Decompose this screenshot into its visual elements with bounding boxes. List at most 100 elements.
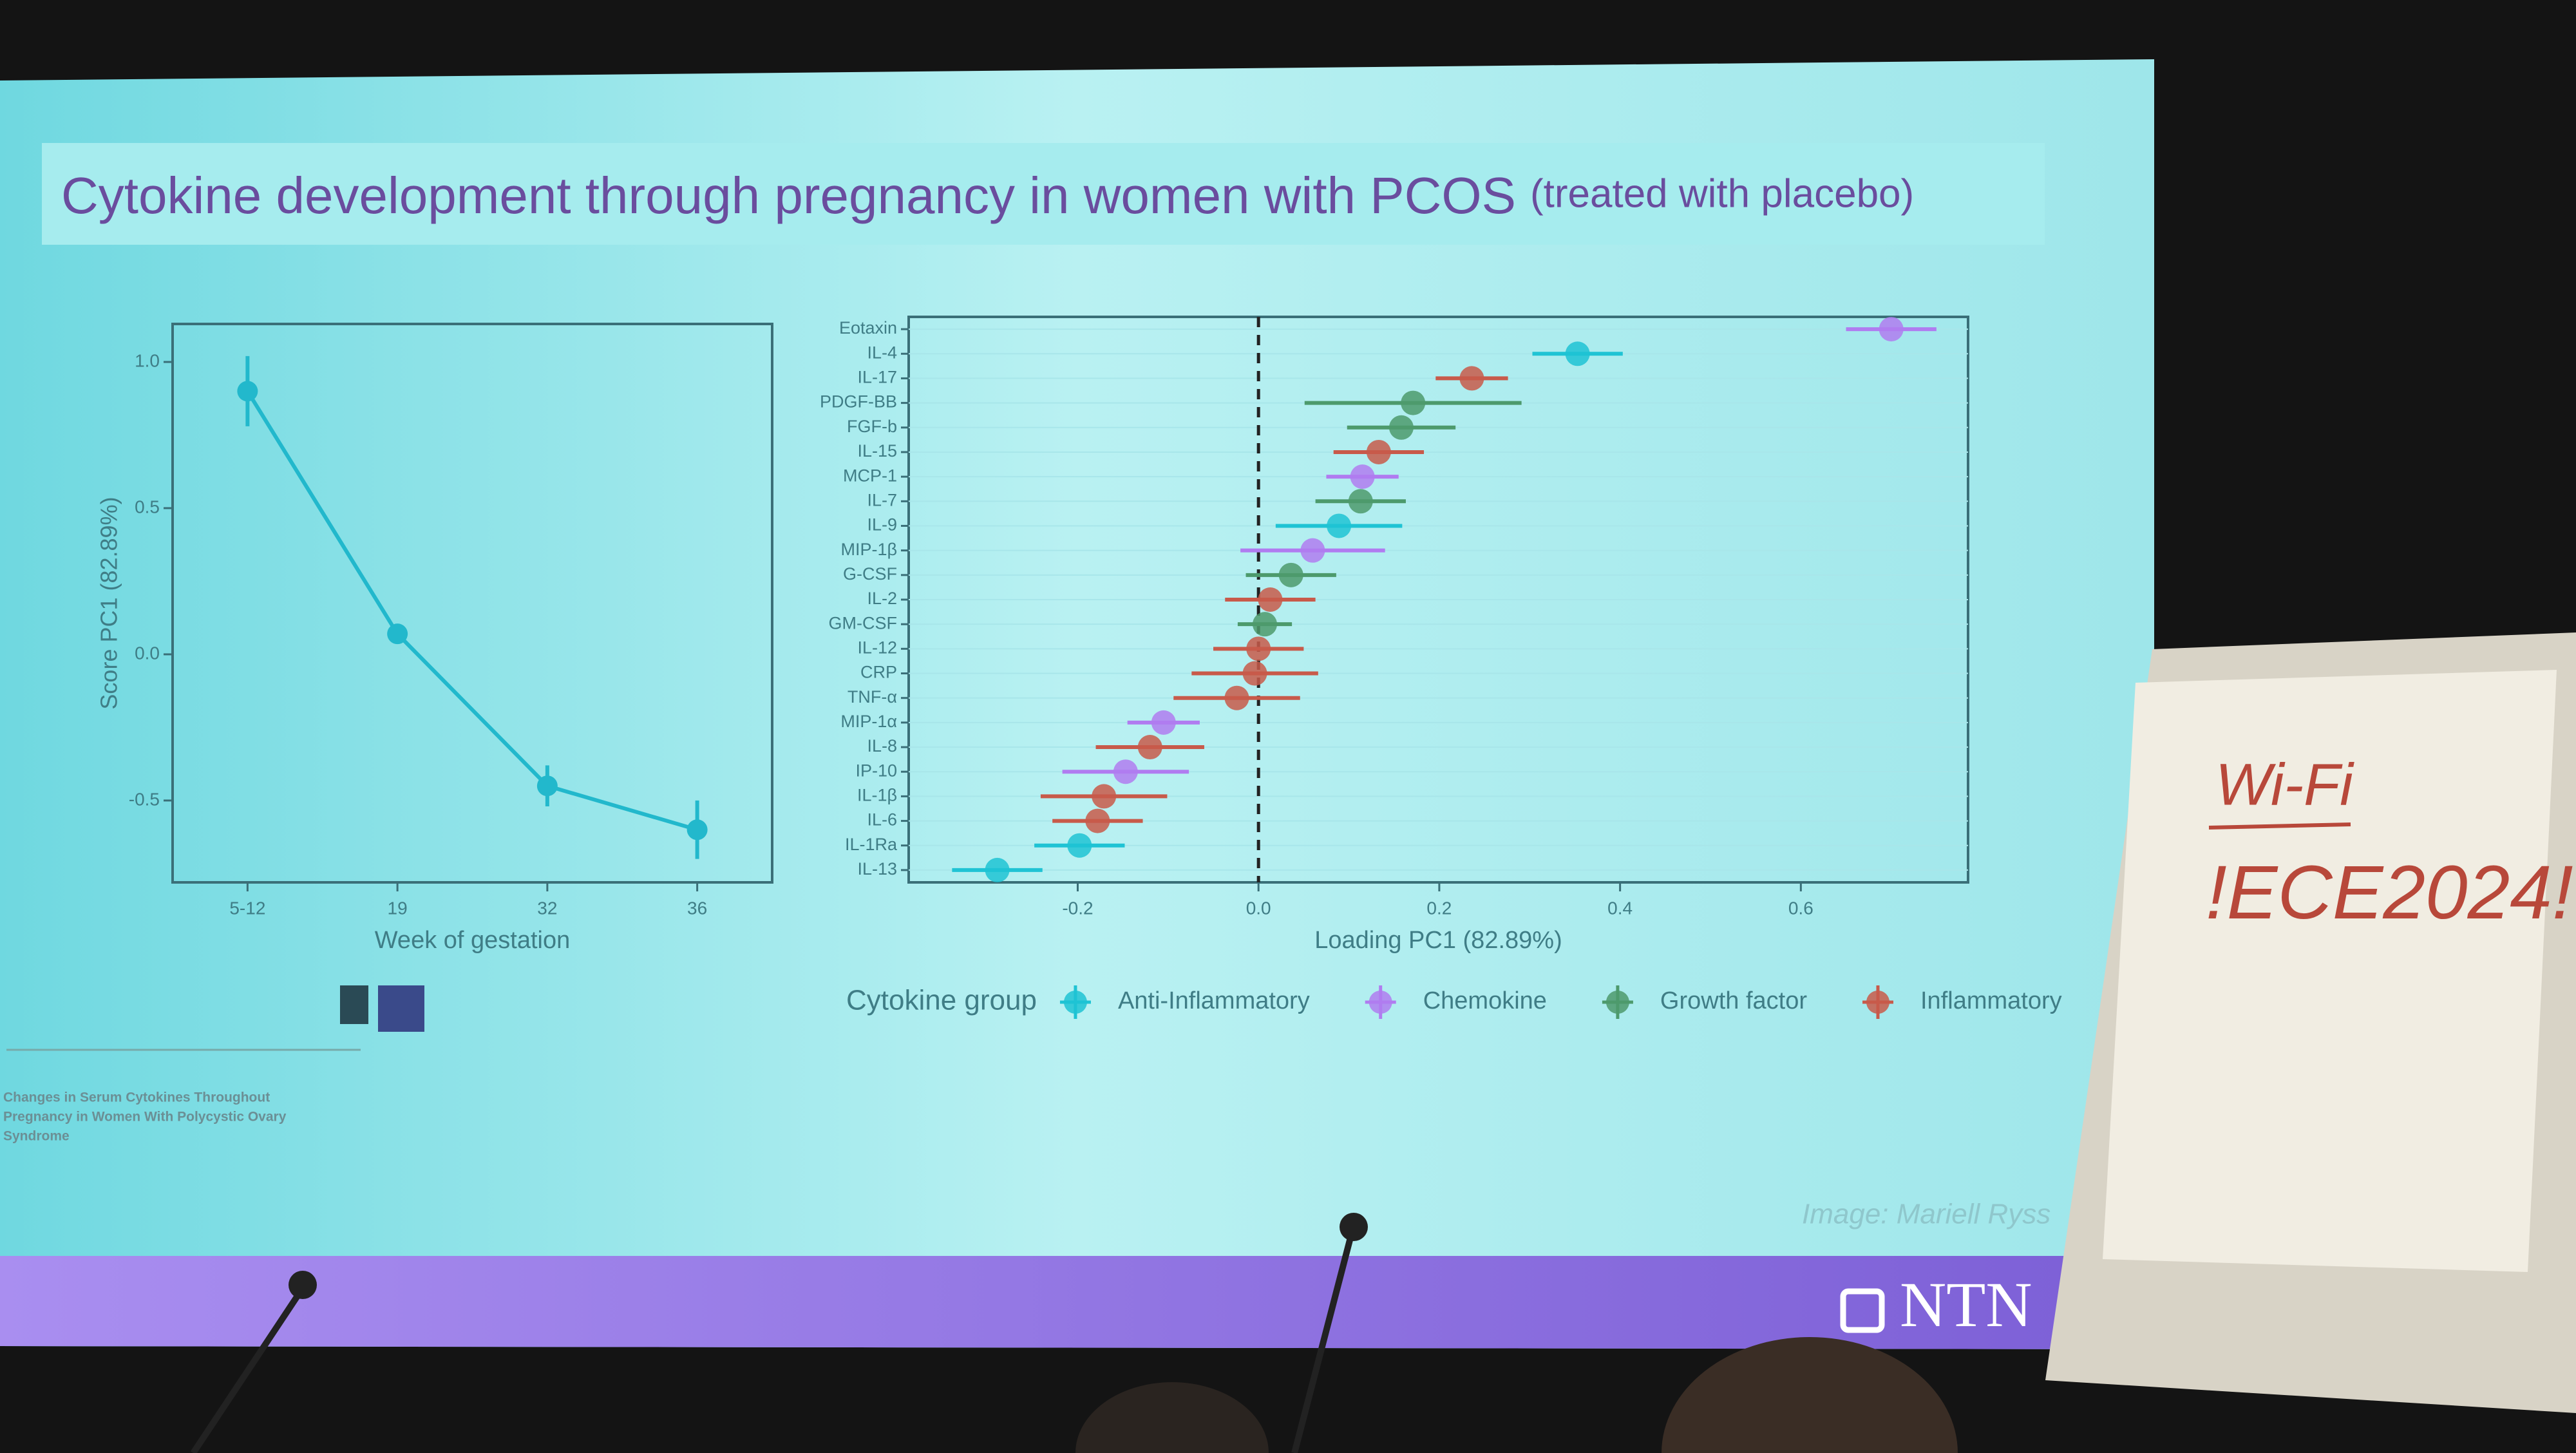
- y-tick-label: IL-4: [867, 343, 897, 362]
- y-tick-label: IL-17: [857, 368, 897, 387]
- y-tick-label: IL-15: [857, 441, 897, 461]
- legend-swatch: [1063, 991, 1087, 1014]
- point: [1348, 489, 1373, 514]
- point: [1113, 759, 1138, 784]
- underline: [2208, 822, 2351, 830]
- legend-label: Growth factor: [1660, 987, 1807, 1014]
- logo-icon: [1840, 1288, 1885, 1333]
- point: [1327, 513, 1352, 538]
- legend-swatch: [1605, 991, 1629, 1014]
- point: [1085, 808, 1110, 833]
- legend-swatch: [1866, 991, 1889, 1014]
- point: [536, 775, 558, 797]
- point: [1253, 612, 1278, 637]
- y-tick-label: Eotaxin: [839, 318, 897, 337]
- legend-label: Anti-Inflammatory: [1118, 987, 1310, 1014]
- x-axis-label: Loading PC1 (82.89%): [1314, 927, 1562, 954]
- legend-title: Cytokine group: [846, 985, 1037, 1016]
- point: [1459, 366, 1484, 391]
- y-tick-label: 0.5: [135, 497, 160, 517]
- point: [1067, 833, 1092, 858]
- y-tick-label: IL-9: [867, 515, 897, 535]
- point: [1401, 390, 1426, 415]
- y-tick-label: TNF-α: [848, 687, 897, 707]
- point: [1388, 415, 1414, 440]
- y-tick-label: PDGF-BB: [820, 392, 897, 412]
- x-tick-label: -0.2: [1062, 898, 1093, 918]
- microphone-head: [1340, 1213, 1368, 1241]
- point: [1565, 341, 1590, 366]
- point: [237, 381, 258, 402]
- y-tick-label: 0.0: [135, 643, 160, 663]
- y-tick-label: MIP-1β: [840, 540, 897, 559]
- line: [245, 390, 698, 832]
- y-tick-label: IL-1β: [857, 786, 897, 805]
- x-tick-label: 36: [687, 898, 707, 918]
- y-tick-label: MCP-1: [843, 466, 897, 485]
- y-tick-label: MIP-1α: [840, 712, 897, 731]
- y-tick-label: IL-6: [867, 810, 897, 830]
- slide-title: Cytokine development through pregnancy i…: [61, 167, 1516, 224]
- point: [1300, 538, 1325, 563]
- title-band: [42, 143, 2045, 245]
- paper-title: Syndrome: [3, 1129, 70, 1144]
- microphone: [190, 1286, 306, 1453]
- legend-swatch: [1368, 991, 1392, 1014]
- y-tick-label: IL-1Ra: [845, 835, 898, 854]
- y-tick-label: IP-10: [855, 761, 897, 780]
- x-tick-label: 0.0: [1246, 898, 1271, 918]
- x-tick-label: 0.6: [1788, 898, 1814, 918]
- journal-logo: [378, 985, 424, 1032]
- point: [1246, 636, 1271, 661]
- x-tick-label: 32: [537, 898, 557, 918]
- point: [1242, 661, 1267, 686]
- legend-label: Inflammatory: [1920, 987, 2062, 1014]
- flipchart-paper: [2103, 670, 2557, 1272]
- y-tick-label: -0.5: [129, 789, 160, 809]
- y-tick-label: FGF-b: [847, 417, 897, 436]
- slide-subtitle: (treated with placebo): [1530, 171, 1914, 216]
- y-tick-label: IL-13: [857, 859, 897, 878]
- y-tick-label: GM-CSF: [829, 613, 897, 632]
- point: [387, 623, 408, 645]
- y-axis-label: Score PC1 (82.89%): [96, 497, 122, 709]
- y-tick-label: IL-12: [857, 638, 897, 657]
- audience-head: [1662, 1337, 1958, 1453]
- y-tick-label: CRP: [860, 663, 897, 682]
- paper-title: Changes in Serum Cytokines Throughout: [3, 1090, 270, 1105]
- x-tick-label: 19: [388, 898, 408, 918]
- y-tick-label: IL-8: [867, 736, 897, 755]
- y-tick-label: IL-7: [867, 490, 897, 509]
- point: [1350, 464, 1375, 489]
- flipchart-text: !ECE2024!: [2206, 850, 2573, 935]
- microphone: [1291, 1229, 1356, 1453]
- slide: [0, 59, 2154, 1349]
- image-credit: Image: Mariell Ryss: [1802, 1199, 2050, 1230]
- point: [1151, 710, 1176, 735]
- microphone-head: [289, 1271, 317, 1299]
- qr-code: [340, 985, 368, 1024]
- point: [1278, 562, 1303, 587]
- point: [1879, 317, 1904, 342]
- paper-title: Pregnancy in Women With Polycystic Ovary: [3, 1110, 287, 1125]
- point: [1258, 587, 1283, 612]
- x-tick-label: 0.2: [1426, 898, 1452, 918]
- y-tick-label: 1.0: [135, 350, 160, 370]
- point: [1137, 735, 1162, 760]
- point: [1092, 784, 1117, 809]
- point: [1224, 685, 1249, 710]
- legend-label: Chemokine: [1423, 987, 1547, 1014]
- flipchart-text: Wi-Fi: [2215, 752, 2354, 817]
- point: [1366, 439, 1391, 464]
- x-tick-label: 5-12: [229, 898, 265, 918]
- slide-footer-bar: [0, 1256, 2154, 1349]
- plot-frame: [171, 323, 773, 884]
- logo: NTN: [1900, 1269, 2032, 1340]
- x-tick-label: 0.4: [1607, 898, 1633, 918]
- x-axis-label: Week of gestation: [375, 927, 570, 954]
- y-tick-label: G-CSF: [843, 564, 897, 584]
- point: [985, 857, 1010, 882]
- y-tick-label: IL-2: [867, 589, 897, 608]
- audience-head: [1075, 1382, 1269, 1453]
